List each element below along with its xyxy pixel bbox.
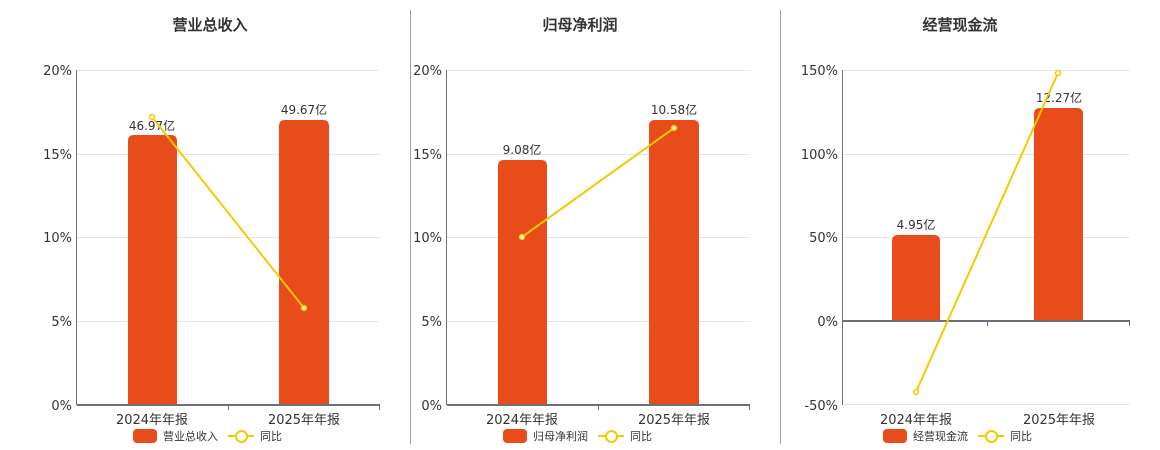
legend-bar-swatch[interactable]: [133, 429, 157, 443]
yoy-line[interactable]: [518, 124, 678, 241]
bar-value-labels: 4.95亿 12.27亿: [897, 90, 1083, 232]
y-axis-labels: 150% 100% 50% 0% -50%: [801, 64, 838, 414]
legend-line-label[interactable]: 同比: [260, 430, 282, 443]
yoy-line[interactable]: [148, 113, 308, 312]
x-axis-labels: 2024年年报 2025年年报: [486, 413, 710, 428]
bar-2025[interactable]: [1034, 108, 1083, 321]
legend-line-marker-icon[interactable]: [598, 429, 624, 443]
bar-2025[interactable]: [649, 120, 699, 405]
legend-bar-label[interactable]: 经营现金流: [913, 430, 968, 443]
svg-text:2025年年报: 2025年年报: [1023, 413, 1095, 428]
svg-text:9.08亿: 9.08亿: [503, 142, 542, 157]
legend-bar-swatch[interactable]: [503, 429, 527, 443]
legend-cashflow: 经营现金流 同比: [883, 428, 1032, 444]
svg-text:0%: 0%: [421, 399, 442, 414]
svg-text:0%: 0%: [51, 399, 72, 414]
x-axis-labels: 2024年年报 2025年年报: [116, 413, 340, 428]
svg-text:10.58亿: 10.58亿: [651, 102, 697, 117]
svg-text:15%: 15%: [43, 148, 72, 163]
legend-bar-label[interactable]: 归母净利润: [533, 430, 588, 443]
legend-net-profit: 归母净利润 同比: [503, 428, 652, 444]
svg-text:50%: 50%: [809, 231, 838, 246]
chart-title-revenue: 营业总收入: [172, 16, 248, 34]
svg-text:12.27亿: 12.27亿: [1036, 90, 1082, 105]
grid-lines: [447, 70, 750, 322]
chart-revenue: 20% 15% 10% 5% 0% 46.97亿 49.67亿 2024年年报 …: [43, 64, 380, 428]
svg-text:10%: 10%: [43, 231, 72, 246]
legend-line-marker-icon[interactable]: [228, 429, 254, 443]
svg-text:2024年年报: 2024年年报: [486, 413, 558, 428]
panel-separator-1: [410, 10, 411, 444]
svg-text:2024年年报: 2024年年报: [880, 413, 952, 428]
grid-lines: [77, 70, 380, 322]
svg-text:4.95亿: 4.95亿: [897, 217, 936, 232]
x-axis-ticks: [987, 321, 1130, 326]
svg-text:2024年年报: 2024年年报: [116, 413, 188, 428]
bar-2024[interactable]: [892, 235, 940, 321]
bar-2024[interactable]: [128, 135, 177, 405]
svg-text:5%: 5%: [421, 315, 442, 330]
grid-lines: [843, 70, 1130, 405]
yoy-line[interactable]: [912, 69, 1062, 396]
svg-text:49.67亿: 49.67亿: [281, 102, 327, 117]
svg-text:5%: 5%: [51, 315, 72, 330]
panel-separator-2: [780, 10, 781, 444]
legend-revenue: 营业总收入 同比: [133, 428, 282, 444]
y-axis-labels: 20% 15% 10% 5% 0%: [43, 64, 72, 414]
legend-bar-swatch[interactable]: [883, 429, 907, 443]
svg-text:-50%: -50%: [804, 399, 838, 414]
chart-title-cashflow: 经营现金流: [922, 16, 998, 34]
chart-cashflow: 150% 100% 50% 0% -50% 4.95亿 12.27亿 2024年…: [801, 64, 1130, 428]
bar-2024[interactable]: [498, 160, 547, 405]
y-axis-labels: 20% 15% 10% 5% 0%: [413, 64, 442, 414]
x-axis-labels: 2024年年报 2025年年报: [880, 413, 1095, 428]
svg-text:46.97亿: 46.97亿: [129, 118, 175, 133]
legend-line-label[interactable]: 同比: [1010, 430, 1032, 443]
bar-value-labels: 9.08亿 10.58亿: [503, 102, 698, 157]
svg-text:2025年年报: 2025年年报: [268, 413, 340, 428]
x-axis-ticks: [228, 405, 380, 410]
x-axis-ticks: [598, 405, 750, 410]
legend-line-marker-icon[interactable]: [978, 429, 1004, 443]
legend-bar-label[interactable]: 营业总收入: [163, 430, 218, 443]
bar-value-labels: 46.97亿 49.67亿: [129, 102, 327, 133]
svg-text:15%: 15%: [413, 148, 442, 163]
svg-text:100%: 100%: [801, 148, 838, 163]
chart-title-net-profit: 归母净利润: [542, 16, 618, 34]
svg-text:20%: 20%: [413, 64, 442, 79]
chart-net-profit: 20% 15% 10% 5% 0% 9.08亿 10.58亿 2024年年报 2…: [413, 64, 750, 428]
svg-text:150%: 150%: [801, 64, 838, 79]
svg-text:10%: 10%: [413, 231, 442, 246]
legend-line-label[interactable]: 同比: [630, 430, 652, 443]
bar-2025[interactable]: [279, 120, 329, 405]
svg-text:20%: 20%: [43, 64, 72, 79]
svg-text:2025年年报: 2025年年报: [638, 413, 710, 428]
svg-text:0%: 0%: [817, 315, 838, 330]
